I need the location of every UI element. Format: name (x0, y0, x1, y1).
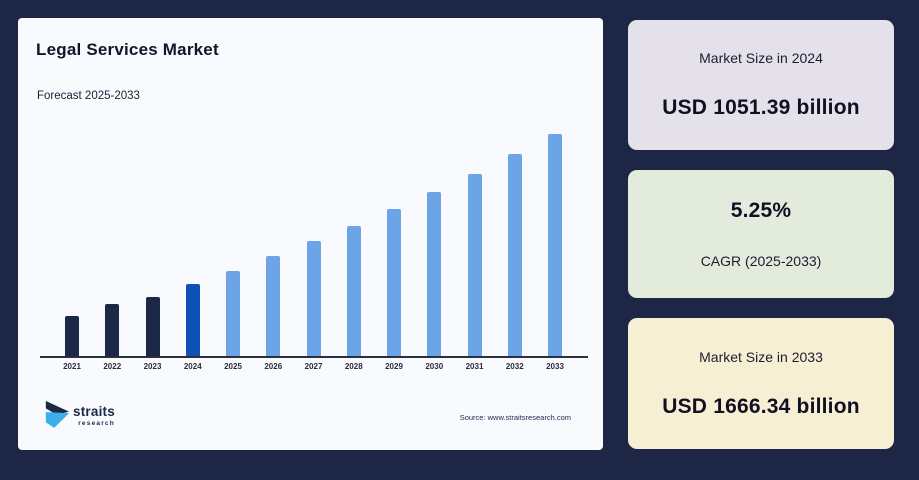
bar-column-2024: 2024 (184, 284, 202, 371)
source-attribution: Source: www.straitsresearch.com (459, 413, 571, 422)
stat-card-cagr: 5.25% CAGR (2025-2033) (628, 170, 894, 298)
x-tick-label-2031: 2031 (465, 362, 484, 371)
bar-2033 (548, 134, 562, 356)
bar-2030 (427, 191, 442, 356)
x-tick-label-2026: 2026 (264, 362, 283, 371)
bar-2026 (266, 256, 281, 356)
chart-title: Legal Services Market (36, 40, 219, 59)
bar-column-2033: 2033 (546, 134, 564, 371)
stat-label: Market Size in 2024 (699, 50, 823, 66)
x-tick-label-2029: 2029 (385, 362, 403, 371)
straits-logo-icon (45, 401, 70, 428)
stat-value: 5.25% (730, 199, 792, 222)
bar-chart: 2021 2022 2023 2024 2025 2026 2027 2028 2029 2030… (40, 134, 588, 371)
x-tick-label-2023: 2023 (143, 362, 162, 371)
bar-column-2025: 2025 (224, 270, 242, 371)
bar-column-2023: 2023 (144, 296, 161, 371)
bar-column-2031: 2031 (466, 173, 483, 371)
bar-2021 (65, 316, 79, 356)
logo-wordmark: straits research (73, 405, 115, 427)
chart-subtitle: Forecast 2025-2033 (37, 90, 140, 102)
bar-column-2029: 2029 (385, 209, 403, 371)
stat-value: USD 1051.39 billion (662, 96, 860, 119)
bar-2022 (105, 303, 120, 356)
x-tick-label-2032: 2032 (505, 362, 524, 371)
logo-text: straits (73, 404, 115, 419)
bar-2031 (467, 173, 482, 356)
x-axis-line (40, 356, 588, 358)
chart-card: Legal Services Market Forecast 2025-2033… (18, 18, 603, 450)
stat-label: CAGR (2025-2033) (700, 253, 822, 269)
stat-card-market-size-2033: Market Size in 2033 USD 1666.34 billion (628, 318, 894, 449)
stat-value: USD 1666.34 billion (662, 394, 860, 418)
bar-column-2027: 2027 (305, 241, 322, 371)
stat-card-market-size-2024: Market Size in 2024 USD 1051.39 billion (628, 20, 894, 150)
bar-column-2021: 2021 (63, 316, 81, 371)
bar-column-2028: 2028 (345, 225, 363, 371)
x-tick-label-2028: 2028 (344, 362, 363, 371)
stat-label: Market Size in 2033 (699, 348, 823, 365)
bar-2029 (387, 209, 401, 356)
bar-column-2026: 2026 (264, 256, 282, 371)
bar-2024 (185, 284, 200, 356)
logo-subtext: research (78, 419, 115, 427)
x-tick-label-2025: 2025 (224, 362, 242, 371)
x-tick-label-2030: 2030 (425, 362, 444, 371)
bar-column-2030: 2030 (425, 191, 443, 371)
bar-column-2022: 2022 (103, 303, 121, 371)
bar-2023 (145, 296, 160, 356)
bar-2028 (346, 225, 361, 356)
bar-series: 2021 2022 2023 2024 2025 2026 2027 2028 2029 2030… (63, 134, 564, 371)
x-tick-label-2033: 2033 (546, 362, 564, 371)
bar-2027 (306, 241, 321, 356)
x-tick-label-2027: 2027 (304, 362, 323, 371)
bar-column-2032: 2032 (506, 154, 524, 371)
x-tick-label-2022: 2022 (103, 362, 122, 371)
straits-research-logo: straits research (44, 400, 115, 428)
x-tick-label-2021: 2021 (63, 362, 81, 371)
x-tick-label-2024: 2024 (183, 362, 202, 371)
bar-2032 (507, 154, 522, 356)
bar-2025 (226, 270, 240, 356)
